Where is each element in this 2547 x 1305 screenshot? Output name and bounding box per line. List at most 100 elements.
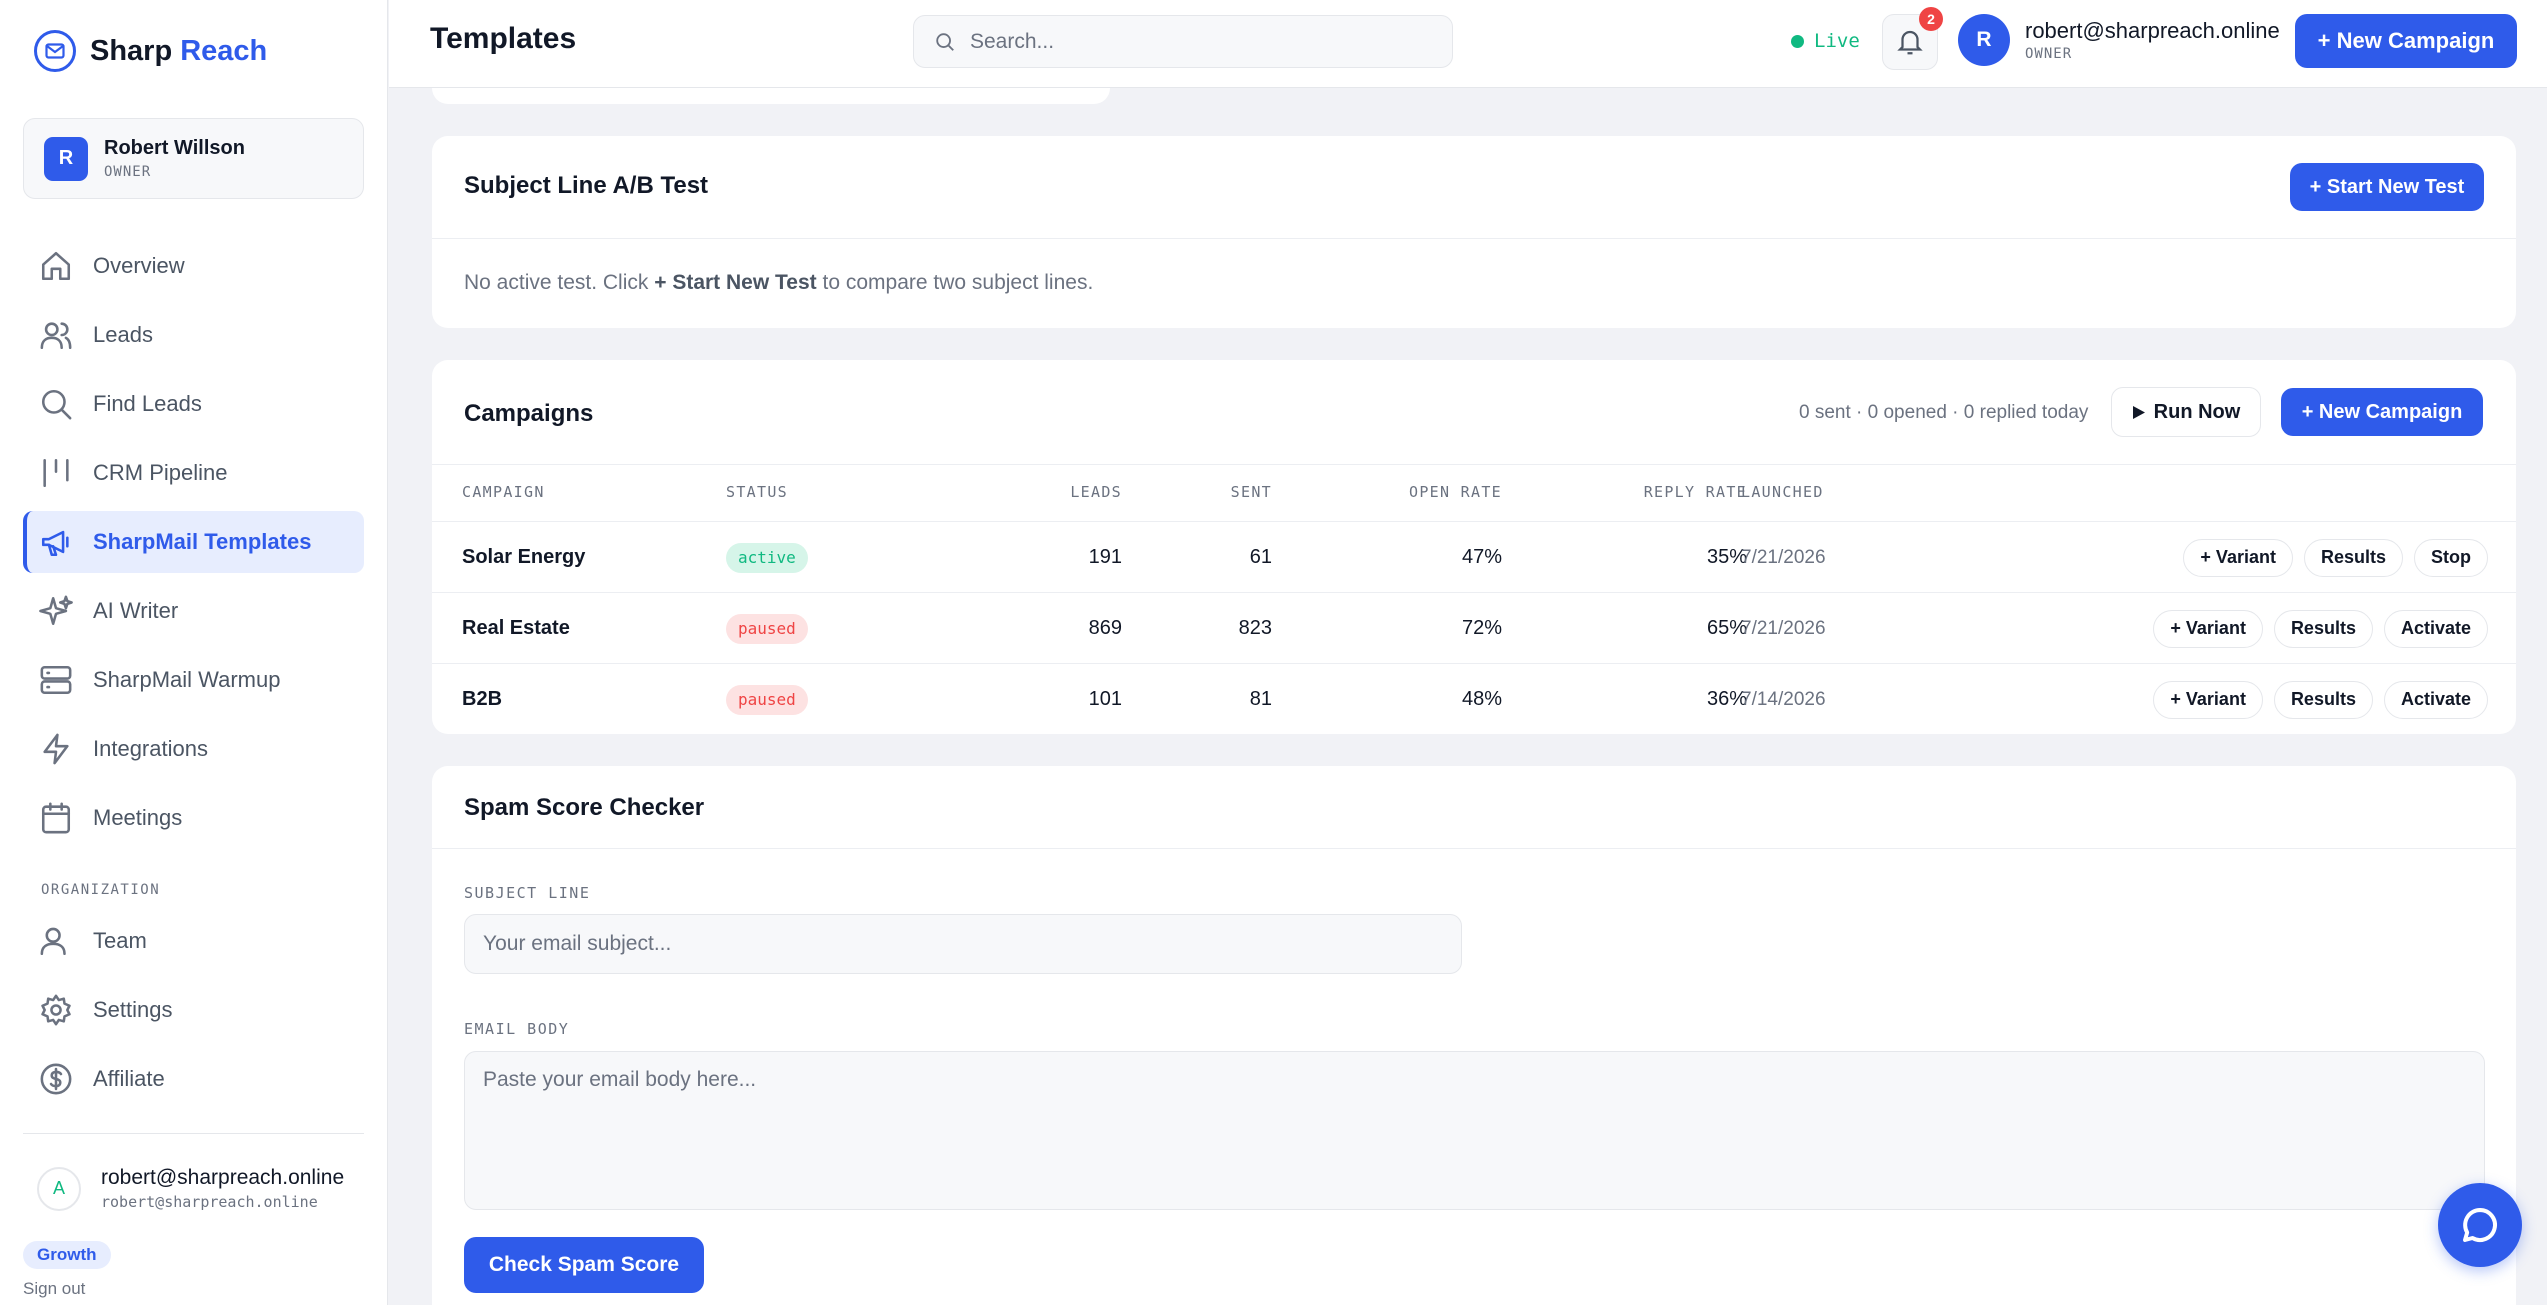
column-header-open-rate[interactable]: OPEN RATE [1409, 483, 1502, 501]
account-email: robert@sharpreach.online [101, 1166, 345, 1189]
leads-count: 101 [1088, 688, 1122, 710]
stop-button[interactable]: Stop [2414, 538, 2488, 577]
header-user-email: robert@sharpreach.online [2025, 18, 2280, 43]
leads-count: 869 [1088, 617, 1122, 639]
sidebar-item-crm-pipeline[interactable]: CRM Pipeline [23, 442, 364, 504]
search-input[interactable] [970, 29, 1430, 54]
pipeline-icon [43, 458, 69, 488]
sidebar-item-affiliate[interactable]: Affiliate [23, 1048, 364, 1110]
sidebar-item-label: Leads [93, 322, 153, 347]
email-body-textarea[interactable] [464, 1051, 2485, 1210]
status-badge: paused [726, 684, 808, 715]
campaigns-title: Campaigns [464, 400, 594, 427]
activate-button[interactable]: Activate [2383, 680, 2488, 719]
divider [432, 238, 2516, 239]
live-indicator: Live [1791, 30, 1860, 52]
add-variant-button[interactable]: + Variant [2153, 680, 2263, 719]
bolt-icon [43, 733, 69, 765]
sidebar-item-label: Integrations [93, 736, 208, 761]
subject-line-input[interactable] [464, 914, 1462, 974]
column-header-sent[interactable]: SENT [1230, 483, 1272, 501]
sidebar-item-label: Affiliate [93, 1066, 165, 1091]
sidebar-item-label: Meetings [93, 805, 183, 830]
search-box[interactable] [913, 15, 1453, 68]
user-card[interactable]: R Robert Willson OWNER [23, 118, 364, 199]
play-icon [2132, 405, 2145, 419]
open-rate: 48% [1461, 688, 1502, 710]
run-now-button[interactable]: Run Now [2111, 387, 2261, 437]
reply-rate: 65% [1706, 617, 1747, 639]
notifications-button[interactable]: 2 [1882, 7, 1943, 70]
campaigns-card: Campaigns 0 sent · 0 opened · 0 replied … [432, 360, 2516, 734]
table-row[interactable]: B2B paused 101 81 48% 36% 7/14/2026 + Va… [432, 663, 2516, 734]
sidebar-account[interactable]: A robert@sharpreach.online robert@sharpr… [37, 1166, 344, 1211]
gear-icon [41, 994, 71, 1026]
column-header-status[interactable]: STATUS [726, 483, 788, 501]
launched-date: 7/21/2026 [1741, 617, 1826, 639]
new-campaign-button[interactable]: + New Campaign [2281, 388, 2483, 436]
search-icon [936, 32, 954, 51]
column-header-launched[interactable]: LAUNCHED [1741, 483, 1824, 501]
sidebar-item-overview[interactable]: Overview [23, 235, 364, 297]
start-new-test-button[interactable]: + Start New Test [2290, 163, 2484, 211]
brand-name: Sharp Reach [90, 34, 268, 67]
header-user-role: OWNER [2025, 46, 2073, 62]
sidebar-item-integrations[interactable]: Integrations [23, 718, 364, 780]
sidebar-nav: Overview Leads Find Leads CRM Pipeline S… [23, 235, 364, 1117]
sidebar-item-label: SharpMail Warmup [93, 667, 281, 692]
sidebar-item-team[interactable]: Team [23, 910, 364, 972]
table-row[interactable]: Real Estate paused 869 823 72% 65% 7/21/… [432, 592, 2516, 663]
table-row[interactable]: Solar Energy active 191 61 47% 35% 7/21/… [432, 521, 2516, 592]
team-icon [40, 927, 66, 956]
brand[interactable]: Sharp Reach [34, 26, 267, 76]
sent-count: 61 [1249, 546, 1272, 568]
user-name: Robert Willson [104, 137, 245, 159]
add-variant-button[interactable]: + Variant [2183, 538, 2293, 577]
chat-button[interactable] [2438, 1183, 2522, 1267]
avatar: R [44, 136, 88, 181]
sidebar-item-label: SharpMail Templates [93, 529, 312, 554]
server-icon [40, 665, 72, 695]
campaign-name[interactable]: Solar Energy [462, 546, 586, 568]
top-header: Templates Live 2 R robert@sharpreach.onl… [389, 0, 2547, 88]
results-button[interactable]: Results [2273, 609, 2373, 648]
user-role: OWNER [104, 164, 152, 180]
header-user[interactable]: R robert@sharpreach.online OWNER [1958, 14, 2280, 66]
column-header-reply-rate[interactable]: REPLY RATE [1643, 483, 1747, 501]
sidebar-item-leads[interactable]: Leads [23, 304, 364, 366]
sent-count: 823 [1238, 617, 1272, 639]
check-spam-score-button[interactable]: Check Spam Score [464, 1237, 704, 1293]
sidebar-item-find-leads[interactable]: Find Leads [23, 373, 364, 435]
start-new-test-inline-link[interactable]: + Start New Test [654, 271, 817, 294]
campaign-name[interactable]: B2B [462, 688, 503, 710]
account-email-sub: robert@sharpreach.online [101, 1193, 318, 1211]
ab-test-title: Subject Line A/B Test [464, 172, 709, 199]
sidebar-item-label: AI Writer [93, 598, 179, 623]
row-actions: + Variant Results Stop [2183, 522, 2488, 593]
sidebar-item-settings[interactable]: Settings [23, 979, 364, 1041]
activate-button[interactable]: Activate [2383, 609, 2488, 648]
sidebar-item-meetings[interactable]: Meetings [23, 787, 364, 849]
previous-card-edge [432, 88, 1110, 104]
sidebar-item-label: CRM Pipeline [93, 460, 228, 485]
sidebar-item-ai-writer[interactable]: AI Writer [23, 580, 364, 642]
results-button[interactable]: Results [2303, 538, 2403, 577]
add-variant-button[interactable]: + Variant [2153, 609, 2263, 648]
plan-badge: Growth [23, 1241, 111, 1269]
column-header-leads[interactable]: LEADS [1070, 483, 1122, 501]
results-button[interactable]: Results [2273, 680, 2373, 719]
campaign-name[interactable]: Real Estate [462, 617, 570, 639]
header-avatar: R [1958, 14, 2010, 66]
mail-logo-icon [34, 30, 76, 72]
column-header-campaign[interactable]: CAMPAIGN [462, 483, 545, 501]
sidebar-item-label: Overview [93, 253, 185, 278]
sign-out-link[interactable]: Sign out [23, 1279, 86, 1298]
reply-rate: 36% [1706, 688, 1747, 710]
sidebar-item-label: Settings [93, 997, 173, 1022]
sidebar-item-sharpmail-templates[interactable]: SharpMail Templates [23, 511, 364, 573]
header-new-campaign-button[interactable]: + New Campaign [2295, 14, 2517, 68]
sidebar-item-sharpmail-warmup[interactable]: SharpMail Warmup [23, 649, 364, 711]
nav-section-organization: ORGANIZATION [41, 882, 161, 898]
sidebar-item-label: Team [93, 928, 147, 953]
open-rate: 72% [1461, 617, 1502, 639]
